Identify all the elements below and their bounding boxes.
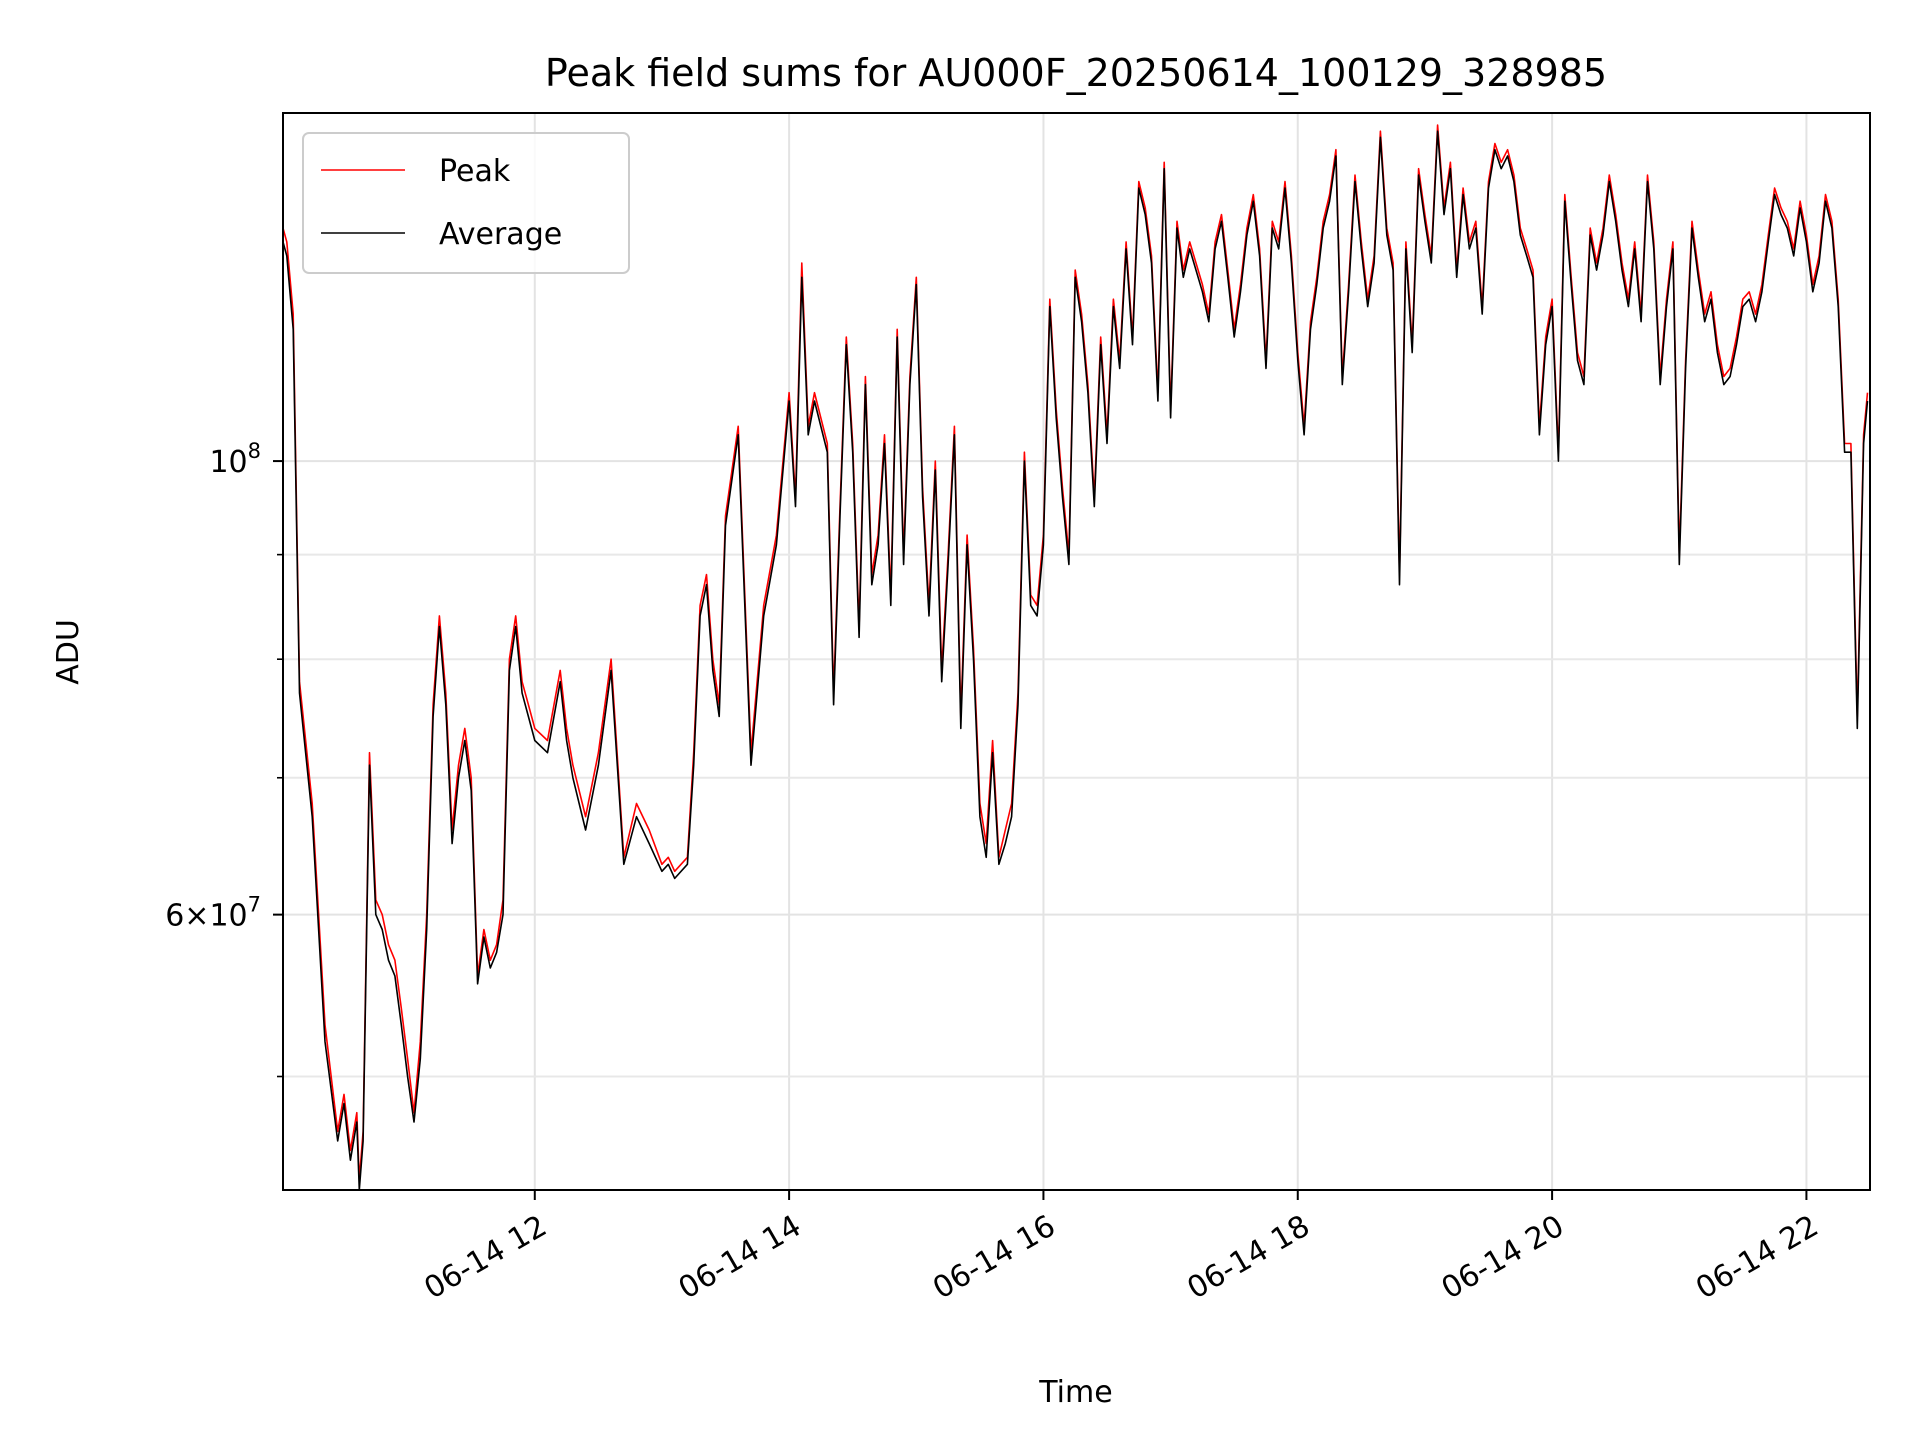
legend-label-peak: Peak bbox=[439, 154, 511, 189]
plot-frame bbox=[282, 112, 1871, 1191]
y-tick-label: 6×107 bbox=[165, 893, 261, 934]
y-axis-label: ADU bbox=[51, 619, 86, 685]
series-line-average bbox=[282, 130, 1869, 1191]
x-axis-label: Time bbox=[1038, 1375, 1112, 1410]
legend: Peak Average bbox=[302, 132, 630, 274]
legend-box bbox=[302, 132, 630, 274]
series-lines bbox=[282, 124, 1869, 1191]
y-tick-label: 108 bbox=[209, 439, 261, 480]
legend-label-average: Average bbox=[439, 217, 562, 252]
grid-lines bbox=[283, 113, 1870, 1190]
chart-title: Peak field sums for AU000F_20250614_1001… bbox=[545, 51, 1607, 95]
